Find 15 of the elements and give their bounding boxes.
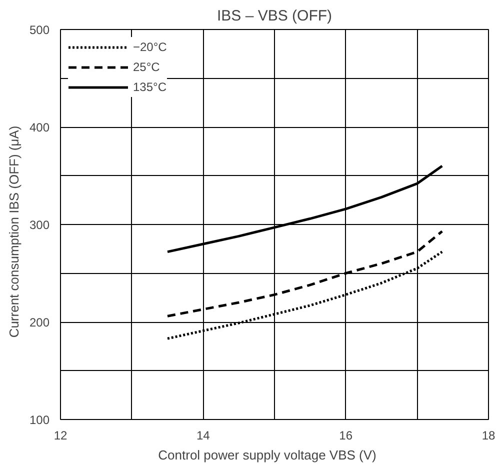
x-tick-label: 18 (482, 428, 496, 442)
x-tick-label: 16 (339, 428, 353, 442)
legend-label: 25°C (133, 60, 160, 74)
x-tick-label: 12 (54, 428, 68, 442)
legend-label: −20°C (133, 40, 167, 54)
chart-title: IBS – VBS (OFF) (216, 8, 332, 24)
y-tick-label: 200 (29, 316, 50, 330)
y-axis-title: Current consumption IBS (OFF) (μA) (6, 126, 22, 338)
y-tick-label: 400 (29, 120, 50, 134)
y-tick-label: 100 (29, 413, 50, 427)
y-tick-label: 500 (29, 23, 50, 37)
x-axis-title: Control power supply voltage VBS (V) (158, 448, 376, 462)
legend-label: 135°C (133, 80, 166, 94)
x-tick-label: 14 (196, 428, 210, 442)
y-tick-label: 300 (29, 218, 50, 232)
